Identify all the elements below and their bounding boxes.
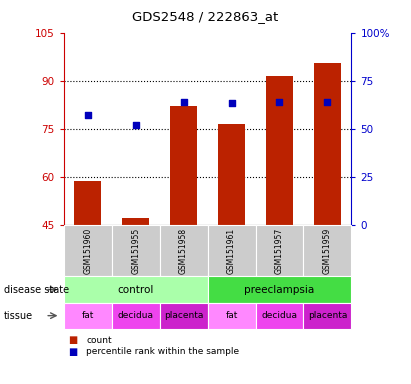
Bar — [171, 106, 197, 225]
Text: fat: fat — [225, 311, 238, 320]
Point — [180, 99, 187, 105]
Bar — [314, 63, 341, 225]
Text: control: control — [118, 285, 154, 295]
Text: disease state: disease state — [4, 285, 69, 295]
Bar — [74, 182, 101, 225]
Point — [324, 99, 331, 105]
Bar — [122, 218, 149, 225]
Text: GSM151961: GSM151961 — [227, 227, 236, 274]
Point — [84, 112, 91, 118]
Text: GSM151955: GSM151955 — [131, 227, 140, 274]
Text: count: count — [86, 336, 112, 345]
Bar — [218, 124, 245, 225]
Text: placenta: placenta — [308, 311, 347, 320]
Point — [276, 99, 283, 105]
Text: GSM151959: GSM151959 — [323, 227, 332, 274]
Text: GSM151957: GSM151957 — [275, 227, 284, 274]
Text: preeclampsia: preeclampsia — [245, 285, 314, 295]
Text: fat: fat — [81, 311, 94, 320]
Text: decidua: decidua — [118, 311, 154, 320]
Point — [228, 100, 235, 106]
Text: decidua: decidua — [261, 311, 298, 320]
Text: GDS2548 / 222863_at: GDS2548 / 222863_at — [132, 10, 279, 23]
Text: GSM151960: GSM151960 — [83, 227, 92, 274]
Text: ■: ■ — [68, 335, 77, 345]
Text: tissue: tissue — [4, 311, 33, 321]
Text: percentile rank within the sample: percentile rank within the sample — [86, 347, 240, 356]
Point — [132, 122, 139, 128]
Text: GSM151958: GSM151958 — [179, 227, 188, 274]
Text: placenta: placenta — [164, 311, 203, 320]
Bar — [266, 76, 293, 225]
Text: ■: ■ — [68, 347, 77, 357]
